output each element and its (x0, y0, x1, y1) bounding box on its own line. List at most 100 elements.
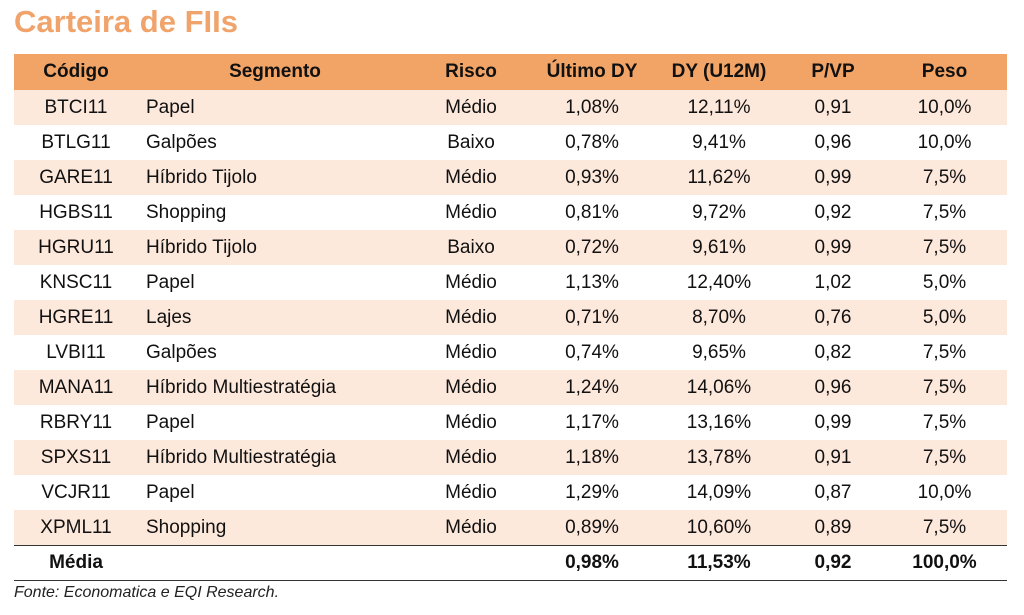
cell-peso: 7,5% (922, 201, 967, 223)
cell-dy-u12m: 11,62% (687, 166, 751, 188)
cell-peso: 5,0% (922, 306, 967, 328)
cell-ultimo-dy: 1,17% (565, 411, 619, 433)
footer-pvp: 0,92 (784, 545, 882, 581)
cell-dy-u12m: 8,70% (692, 306, 746, 328)
cell-dy-u12m: 14,09% (686, 481, 752, 503)
header-dy-u12m: DY (U12M) (671, 61, 767, 82)
cell-risco: Médio (445, 446, 497, 468)
table-row: LVBI11 Galpões Médio 0,74% 9,65% 0,82 7,5% (14, 335, 1007, 370)
table-footer-row: Média 0,98% 11,53% 0,92 100,0% (14, 545, 1007, 581)
cell-risco: Baixo (447, 131, 495, 153)
cell-pvp: 0,91 (814, 96, 852, 118)
cell-segmento: Híbrido Multiestratégia (146, 376, 337, 398)
table-row: RBRY11 Papel Médio 1,17% 13,16% 0,99 7,5% (14, 405, 1007, 440)
table-row: SPXS11 Híbrido Multiestratégia Médio 1,18% 1… (14, 440, 1007, 475)
page-title: Carteira de FIIs (14, 4, 238, 39)
cell-segmento: Papel (146, 96, 195, 118)
cell-risco: Médio (445, 411, 497, 433)
cell-codigo: GARE11 (39, 166, 113, 188)
footer-risco-empty (412, 545, 530, 581)
cell-risco: Médio (445, 376, 497, 398)
table-row: MANA11 Híbrido Multiestratégia Médio 1,24% 1… (14, 370, 1007, 405)
cell-peso: 10,0% (917, 131, 972, 153)
table-row: BTLG11 Galpões Baixo 0,78% 9,41% 0,96 10,0% (14, 125, 1007, 160)
cell-peso: 7,5% (922, 236, 967, 258)
cell-pvp: 0,87 (814, 481, 852, 503)
cell-ultimo-dy: 0,72% (565, 236, 619, 258)
header-codigo: Código (43, 61, 109, 82)
cell-peso: 7,5% (922, 376, 967, 398)
cell-peso: 7,5% (922, 411, 967, 433)
cell-codigo: BTCI11 (44, 96, 108, 118)
cell-ultimo-dy: 0,71% (565, 306, 619, 328)
cell-pvp: 0,99 (814, 166, 852, 188)
footer-segmento-empty (138, 545, 412, 581)
cell-codigo: MANA11 (38, 376, 114, 398)
cell-dy-u12m: 12,11% (687, 96, 751, 118)
table-row: HGRU11 Híbrido Tijolo Baixo 0,72% 9,61% 0,99 7… (14, 230, 1007, 265)
cell-pvp: 0,82 (814, 341, 852, 363)
cell-peso: 7,5% (922, 446, 967, 468)
cell-ultimo-dy: 1,29% (565, 481, 619, 503)
cell-peso: 10,0% (917, 96, 972, 118)
cell-ultimo-dy: 0,74% (565, 341, 619, 363)
fii-portfolio-table: Código Segmento Risco Último DY DY (U12M… (14, 54, 1007, 581)
cell-dy-u12m: 9,65% (692, 341, 746, 363)
cell-ultimo-dy: 0,89% (565, 516, 619, 538)
cell-pvp: 0,99 (814, 236, 852, 258)
cell-segmento: Galpões (146, 131, 217, 153)
cell-risco: Médio (445, 166, 497, 188)
cell-segmento: Híbrido Tijolo (146, 166, 257, 188)
cell-segmento: Papel (146, 271, 195, 293)
cell-dy-u12m: 9,41% (692, 131, 746, 153)
cell-risco: Médio (445, 341, 497, 363)
cell-ultimo-dy: 1,08% (565, 96, 619, 118)
cell-ultimo-dy: 0,78% (565, 131, 619, 153)
cell-codigo: HGRU11 (38, 236, 114, 258)
footer-dy-u12m: 11,53% (654, 545, 784, 581)
cell-peso: 7,5% (922, 516, 967, 538)
cell-dy-u12m: 13,16% (686, 411, 752, 433)
cell-codigo: SPXS11 (40, 446, 112, 468)
cell-peso: 7,5% (922, 341, 967, 363)
cell-segmento: Lajes (146, 306, 192, 328)
cell-pvp: 0,96 (814, 376, 852, 398)
header-pvp: P/VP (811, 61, 855, 82)
cell-pvp: 0,76 (814, 306, 852, 328)
table-row: HGBS11 Shopping Médio 0,81% 9,72% 0,92 7,5% (14, 195, 1007, 230)
cell-segmento: Shopping (146, 516, 227, 538)
table-row: HGRE11 Lajes Médio 0,71% 8,70% 0,76 5,0% (14, 300, 1007, 335)
cell-risco: Médio (445, 271, 497, 293)
footer-ultimo-dy: 0,98% (530, 545, 654, 581)
table-row: GARE11 Híbrido Tijolo Médio 0,93% 11,62% 0,99… (14, 160, 1007, 195)
cell-codigo: BTLG11 (41, 131, 111, 153)
cell-dy-u12m: 13,78% (686, 446, 752, 468)
header-segmento: Segmento (229, 61, 321, 82)
cell-risco: Médio (445, 306, 497, 328)
cell-pvp: 0,89 (814, 516, 852, 538)
cell-ultimo-dy: 1,13% (565, 271, 619, 293)
cell-segmento: Híbrido Tijolo (146, 236, 257, 258)
cell-risco: Médio (445, 201, 497, 223)
cell-segmento: Papel (146, 411, 195, 433)
cell-dy-u12m: 10,60% (686, 516, 752, 538)
cell-ultimo-dy: 1,24% (565, 376, 619, 398)
cell-codigo: RBRY11 (39, 411, 113, 433)
table-row: VCJR11 Papel Médio 1,29% 14,09% 0,87 10,0% (14, 475, 1007, 510)
cell-segmento: Shopping (146, 201, 227, 223)
source-note: Fonte: Economatica e EQI Research. (14, 584, 280, 601)
cell-pvp: 0,91 (814, 446, 852, 468)
table-row: XPML11 Shopping Médio 0,89% 10,60% 0,89 7,5% (14, 510, 1007, 546)
header-ultimo-dy: Último DY (546, 61, 638, 82)
table-header-row: Código Segmento Risco Último DY DY (U12M… (14, 54, 1007, 90)
cell-segmento: Galpões (146, 341, 217, 363)
table-row: KNSC11 Papel Médio 1,13% 12,40% 1,02 5,0% (14, 265, 1007, 300)
cell-peso: 7,5% (922, 166, 967, 188)
cell-ultimo-dy: 1,18% (565, 446, 619, 468)
cell-segmento: Papel (146, 481, 195, 503)
table-row: BTCI11 Papel Médio 1,08% 12,11% 0,91 10,0% (14, 90, 1007, 125)
cell-ultimo-dy: 0,93% (565, 166, 619, 188)
cell-peso: 10,0% (917, 481, 972, 503)
header-risco: Risco (445, 61, 497, 82)
cell-dy-u12m: 14,06% (686, 376, 752, 398)
